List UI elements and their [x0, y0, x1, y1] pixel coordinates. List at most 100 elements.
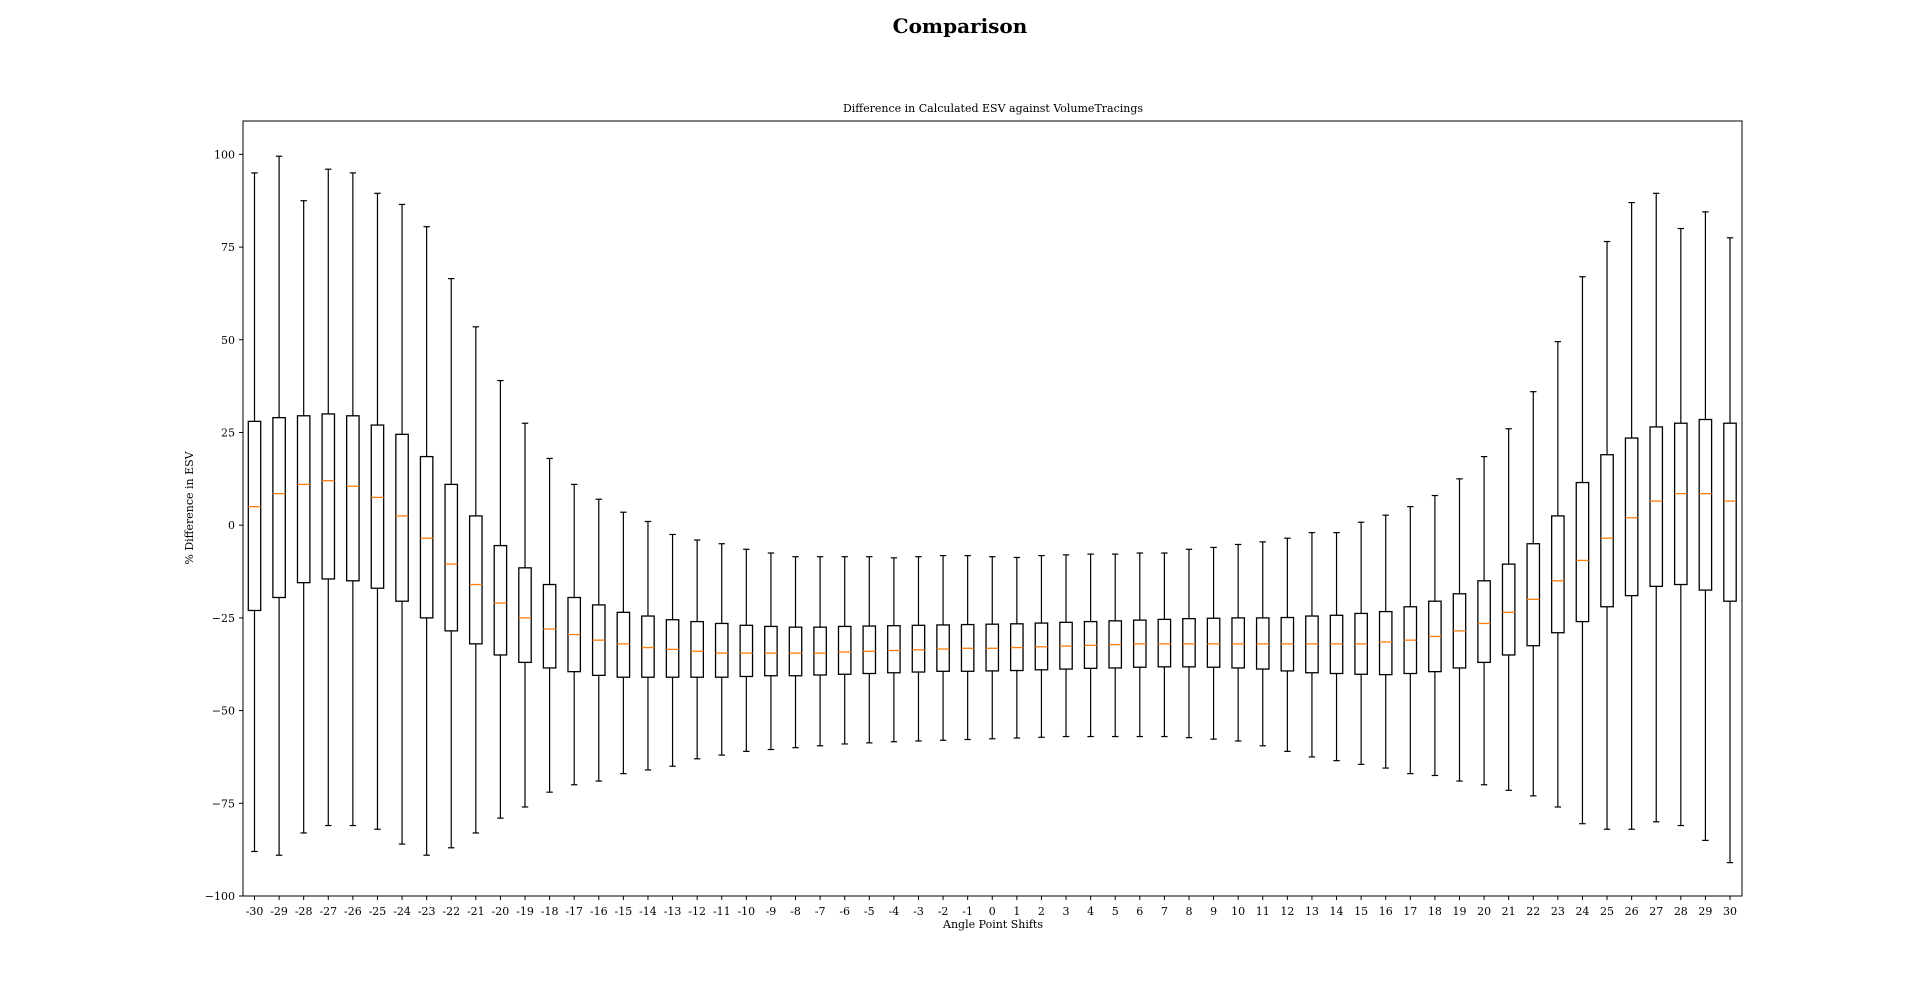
box — [395, 433, 409, 602]
x-tick-label: -28 — [295, 905, 313, 918]
x-tick-label: 30 — [1723, 905, 1737, 918]
box — [370, 424, 385, 589]
box — [1526, 543, 1541, 647]
x-tick-label: 0 — [989, 905, 996, 918]
y-tick-label: −100 — [205, 890, 235, 903]
x-tick-label: 19 — [1452, 905, 1466, 918]
box — [247, 420, 262, 612]
box — [1182, 617, 1196, 668]
x-tick-label: -9 — [766, 905, 777, 918]
box — [764, 625, 778, 677]
y-tick-label: 25 — [221, 426, 235, 439]
x-tick-label: -1 — [962, 905, 973, 918]
box — [272, 417, 286, 599]
y-tick-label: −75 — [212, 797, 235, 810]
x-tick-label: -18 — [541, 905, 559, 918]
box — [1624, 437, 1639, 597]
box — [1206, 617, 1221, 668]
box — [665, 619, 680, 678]
box — [542, 583, 557, 669]
x-tick-label: 27 — [1649, 905, 1663, 918]
x-tick-label: -26 — [344, 905, 362, 918]
box — [518, 567, 532, 664]
x-tick-label: -2 — [938, 905, 949, 918]
box — [321, 413, 336, 580]
y-tick-label: −50 — [212, 705, 235, 718]
x-tick-label: 10 — [1231, 905, 1245, 918]
x-tick-label: -23 — [418, 905, 436, 918]
x-tick-label: 9 — [1210, 905, 1217, 918]
box — [739, 624, 754, 678]
box — [1231, 617, 1246, 669]
x-tick-label: -15 — [615, 905, 633, 918]
box — [690, 620, 705, 678]
x-tick-label: -13 — [664, 905, 682, 918]
y-tick-label: 75 — [221, 241, 235, 254]
y-axis-label: % Difference in ESV — [183, 450, 196, 564]
x-tick-label: -6 — [839, 905, 850, 918]
x-tick-label: -21 — [467, 905, 485, 918]
x-tick-label: 7 — [1161, 905, 1168, 918]
x-tick-label: -24 — [393, 905, 411, 918]
x-tick-label: 13 — [1305, 905, 1319, 918]
x-tick-label: 11 — [1256, 905, 1270, 918]
x-tick-label: -5 — [864, 905, 875, 918]
y-tick-label: −25 — [212, 612, 235, 625]
x-tick-label: -25 — [369, 905, 387, 918]
x-tick-label: -14 — [639, 905, 657, 918]
box — [1157, 618, 1172, 668]
x-tick-label: 15 — [1354, 905, 1368, 918]
box — [862, 625, 877, 675]
x-tick-label: 6 — [1136, 905, 1143, 918]
box — [887, 625, 901, 674]
plot-frame — [242, 120, 1743, 897]
x-tick-label: 24 — [1575, 905, 1589, 918]
box — [911, 624, 926, 673]
box — [1600, 454, 1614, 608]
x-tick-label: 8 — [1185, 905, 1192, 918]
y-tick-label: 0 — [228, 519, 235, 532]
x-axis-label: Angle Point Shifts — [942, 918, 1043, 931]
box — [837, 625, 852, 675]
box — [1551, 515, 1565, 634]
x-tick-label: -30 — [246, 905, 264, 918]
box — [1649, 426, 1664, 588]
box — [296, 415, 311, 584]
x-tick-label: -7 — [815, 905, 826, 918]
x-tick-label: 16 — [1379, 905, 1393, 918]
box — [714, 622, 729, 678]
box — [1477, 580, 1491, 664]
x-tick-label: -16 — [590, 905, 608, 918]
x-tick-label: -29 — [270, 905, 288, 918]
x-tick-label: -3 — [913, 905, 924, 918]
x-tick-label: 1 — [1013, 905, 1020, 918]
box — [444, 483, 459, 632]
x-tick-label: 29 — [1698, 905, 1712, 918]
x-tick-label: -8 — [790, 905, 801, 918]
x-tick-label: -12 — [688, 905, 706, 918]
box — [1378, 610, 1393, 676]
box — [1501, 563, 1516, 656]
box — [493, 544, 508, 656]
figure-title: Comparison — [892, 14, 1028, 38]
x-tick-label: 3 — [1063, 905, 1070, 918]
x-tick-label: 23 — [1551, 905, 1565, 918]
y-tick-label: 100 — [214, 148, 235, 161]
x-tick-label: -10 — [737, 905, 755, 918]
box — [1698, 418, 1713, 591]
x-tick-label: 28 — [1674, 905, 1688, 918]
box — [1575, 481, 1590, 623]
x-tick-label: -17 — [565, 905, 583, 918]
x-tick-label: -20 — [492, 905, 510, 918]
x-tick-label: 22 — [1526, 905, 1540, 918]
x-tick-label: 5 — [1112, 905, 1119, 918]
x-tick-label: 12 — [1280, 905, 1294, 918]
box — [346, 415, 360, 582]
x-tick-label: 18 — [1428, 905, 1442, 918]
x-tick-label: 4 — [1087, 905, 1094, 918]
x-tick-label: 17 — [1403, 905, 1417, 918]
x-tick-label: 20 — [1477, 905, 1491, 918]
x-tick-label: 2 — [1038, 905, 1045, 918]
box — [1723, 422, 1737, 602]
